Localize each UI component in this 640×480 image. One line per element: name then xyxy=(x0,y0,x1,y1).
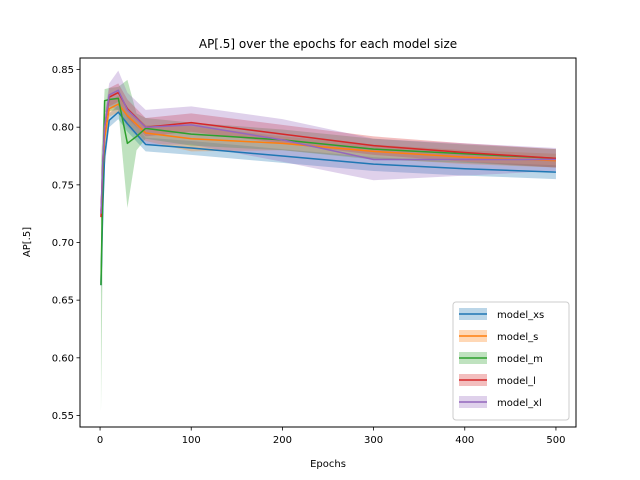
x-tick-label: 400 xyxy=(455,435,474,446)
series-lines xyxy=(100,89,556,286)
y-axis-label: AP[.5] xyxy=(22,227,33,257)
legend-label-model_m: model_m xyxy=(497,354,543,365)
line-model_xl xyxy=(100,89,556,214)
x-tick-label: 500 xyxy=(546,435,565,446)
x-tick-label: 100 xyxy=(182,435,201,446)
line-model_m xyxy=(100,97,556,286)
y-tick-label: 0.65 xyxy=(52,296,74,307)
y-tick-label: 0.55 xyxy=(52,411,74,422)
legend: model_xs model_s model_m model_l model_xl xyxy=(452,301,570,421)
legend-box xyxy=(452,301,570,421)
x-tick-label: 200 xyxy=(273,435,292,446)
x-axis-label: Epochs xyxy=(310,459,346,470)
y-tick-label: 0.60 xyxy=(52,353,74,364)
legend-label-model_xs: model_xs xyxy=(497,310,544,321)
y-tick-label: 0.85 xyxy=(52,65,74,76)
x-tick-label: 0 xyxy=(97,435,103,446)
y-tick-label: 0.70 xyxy=(52,238,74,249)
y-tick-label: 0.80 xyxy=(52,123,74,134)
y-axis: 0.55 0.60 0.65 0.70 0.75 0.80 0.85 xyxy=(52,65,80,422)
band-model_l xyxy=(100,83,556,226)
band-model_xs xyxy=(100,105,556,295)
line-model_xs xyxy=(100,111,556,286)
x-axis: 0 100 200 300 400 500 xyxy=(97,427,565,446)
legend-label-model_xl: model_xl xyxy=(497,398,542,409)
y-tick-label: 0.75 xyxy=(52,180,74,191)
band-model_m xyxy=(100,79,556,413)
chart-title: AP[.5] over the epochs for each model si… xyxy=(199,37,457,51)
legend-label-model_l: model_l xyxy=(497,376,536,387)
x-tick-label: 300 xyxy=(364,435,383,446)
legend-label-model_s: model_s xyxy=(497,332,538,343)
